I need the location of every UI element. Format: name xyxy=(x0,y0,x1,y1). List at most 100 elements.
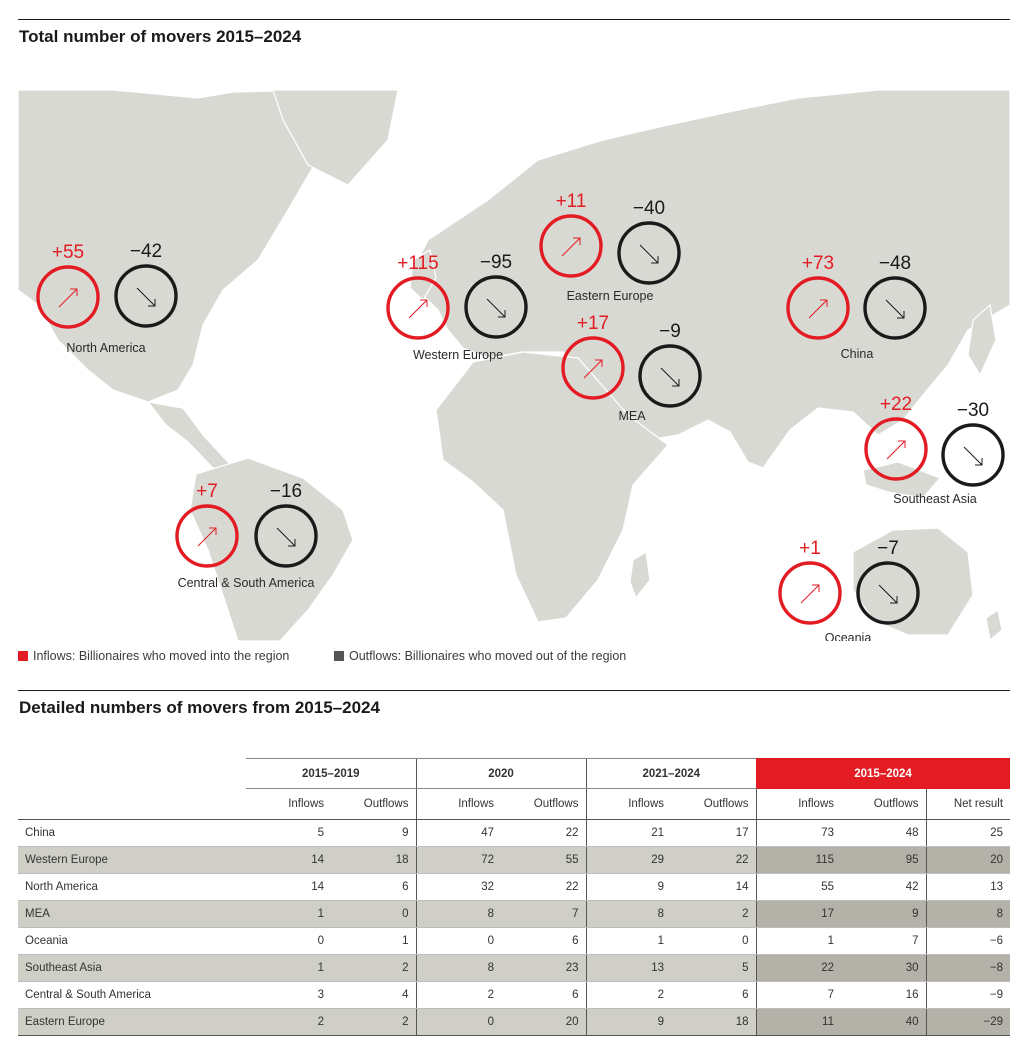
table-row: Southeast Asia 1 2 8 23 13 5 22 30 −8 xyxy=(18,954,1011,982)
value-cell: 6 xyxy=(501,981,586,1009)
value-cell: 13 xyxy=(585,954,671,982)
value-cell: 23 xyxy=(501,954,586,982)
region-name-label: North America xyxy=(66,341,145,355)
down-arrow-icon xyxy=(276,527,296,547)
inflow-circle xyxy=(786,276,850,340)
value-cell: 4 xyxy=(331,981,416,1009)
region-marker-group: +73 −48 China xyxy=(786,253,927,361)
region-name-label: Western Europe xyxy=(413,348,503,362)
region-cell: Western Europe xyxy=(18,846,246,874)
value-cell: −9 xyxy=(925,981,1011,1009)
inflow-value-label: +55 xyxy=(52,242,84,263)
blank-corner xyxy=(18,759,246,789)
value-cell: 8 xyxy=(585,900,671,928)
column-header: Inflows xyxy=(755,788,841,820)
land-north-america xyxy=(18,90,324,403)
value-cell: 47 xyxy=(415,819,501,847)
value-cell: 2 xyxy=(585,981,671,1009)
value-cell: 8 xyxy=(415,954,501,982)
value-cell: 2 xyxy=(671,900,756,928)
value-cell: 14 xyxy=(246,873,331,901)
value-cell: 0 xyxy=(331,900,416,928)
column-header: Inflows xyxy=(585,788,671,820)
value-cell: 32 xyxy=(415,873,501,901)
value-cell: 17 xyxy=(755,900,841,928)
value-cell: 3 xyxy=(246,981,331,1009)
land-south-america xyxy=(189,457,354,641)
outflow-swatch xyxy=(334,651,344,661)
outflow-value-label: −30 xyxy=(957,400,989,421)
middle-rule xyxy=(18,690,1010,691)
down-arrow-icon xyxy=(136,287,156,307)
region-marker-group: +55 −42 North America xyxy=(36,241,178,355)
value-cell: 5 xyxy=(671,954,756,982)
region-name-label: Southeast Asia xyxy=(893,492,976,506)
value-cell: 6 xyxy=(331,873,416,901)
outflow-circle xyxy=(941,423,1005,487)
period-header: 2015–2019 xyxy=(246,758,416,789)
column-header: Outflows xyxy=(331,788,416,820)
value-cell: 1 xyxy=(246,900,331,928)
blank-corner xyxy=(18,788,246,820)
value-cell: 2 xyxy=(331,954,416,982)
value-cell: 42 xyxy=(841,873,926,901)
column-header: Outflows xyxy=(501,788,586,820)
table-title: Detailed numbers of movers from 2015–202… xyxy=(19,698,380,717)
value-cell: 9 xyxy=(841,900,926,928)
value-cell: 22 xyxy=(671,846,756,874)
world-map: +55 −42 North America +115 −95 Western Europe… xyxy=(18,90,1010,641)
value-cell: 6 xyxy=(671,981,756,1009)
value-cell: 14 xyxy=(246,846,331,874)
inflow-value-label: +1 xyxy=(799,538,821,559)
value-cell: 16 xyxy=(841,981,926,1009)
outflow-circle xyxy=(856,561,920,625)
value-cell: 2 xyxy=(415,981,501,1009)
value-cell: 95 xyxy=(841,846,926,874)
value-cell: −29 xyxy=(925,1008,1011,1036)
value-cell: 25 xyxy=(925,819,1011,847)
table-body: China 5 9 47 22 21 17 73 48 25 Western Europe 14 18 7… xyxy=(18,819,1011,1036)
up-arrow-icon xyxy=(197,527,217,547)
value-cell: −6 xyxy=(925,927,1011,955)
value-cell: 6 xyxy=(501,927,586,955)
region-name-label: Oceania xyxy=(825,631,872,641)
region-name-label: Central & South America xyxy=(178,576,315,590)
land-greenland xyxy=(272,90,399,186)
up-arrow-icon xyxy=(808,299,828,319)
value-cell: 21 xyxy=(585,819,671,847)
legend-inflows-label: Inflows: Billionaires who moved into the… xyxy=(33,649,290,663)
outflow-circle xyxy=(638,344,702,408)
period-header-row: 2015–2019 2020 2021–2024 2015–2024 xyxy=(18,758,1011,789)
value-cell: 11 xyxy=(755,1008,841,1036)
inflow-value-label: +11 xyxy=(556,191,587,212)
region-cell: MEA xyxy=(18,900,246,928)
inflow-swatch xyxy=(18,651,28,661)
value-cell: 0 xyxy=(415,927,501,955)
inflow-value-label: +73 xyxy=(802,253,834,274)
column-header: Outflows xyxy=(671,788,756,820)
value-cell: −8 xyxy=(925,954,1011,982)
value-cell: 0 xyxy=(415,1008,501,1036)
region-markers: +55 −42 North America +115 −95 Western Europe… xyxy=(36,191,1005,641)
outflow-value-label: −95 xyxy=(480,252,512,273)
value-cell: 14 xyxy=(671,873,756,901)
column-header: Inflows xyxy=(246,788,331,820)
movers-table: 2015–2019 2020 2021–2024 2015–2024 Inflo… xyxy=(18,758,1011,1036)
value-cell: 22 xyxy=(755,954,841,982)
legend-outflows: Outflows: Billionaires who moved out of … xyxy=(334,649,626,663)
inflow-value-label: +17 xyxy=(577,313,609,334)
up-arrow-icon xyxy=(800,584,820,604)
value-cell: 30 xyxy=(841,954,926,982)
land-madagascar xyxy=(629,551,651,600)
value-cell: 48 xyxy=(841,819,926,847)
region-name-label: China xyxy=(841,347,874,361)
land-australia xyxy=(852,527,974,636)
outflow-value-label: −48 xyxy=(879,253,911,274)
table-row: Oceania 0 1 0 6 1 0 1 7 −6 xyxy=(18,927,1011,955)
value-cell: 8 xyxy=(925,900,1011,928)
region-cell: Oceania xyxy=(18,927,246,955)
outflow-circle xyxy=(254,504,318,568)
value-cell: 7 xyxy=(501,900,586,928)
value-cell: 1 xyxy=(246,954,331,982)
up-arrow-icon xyxy=(886,440,906,460)
